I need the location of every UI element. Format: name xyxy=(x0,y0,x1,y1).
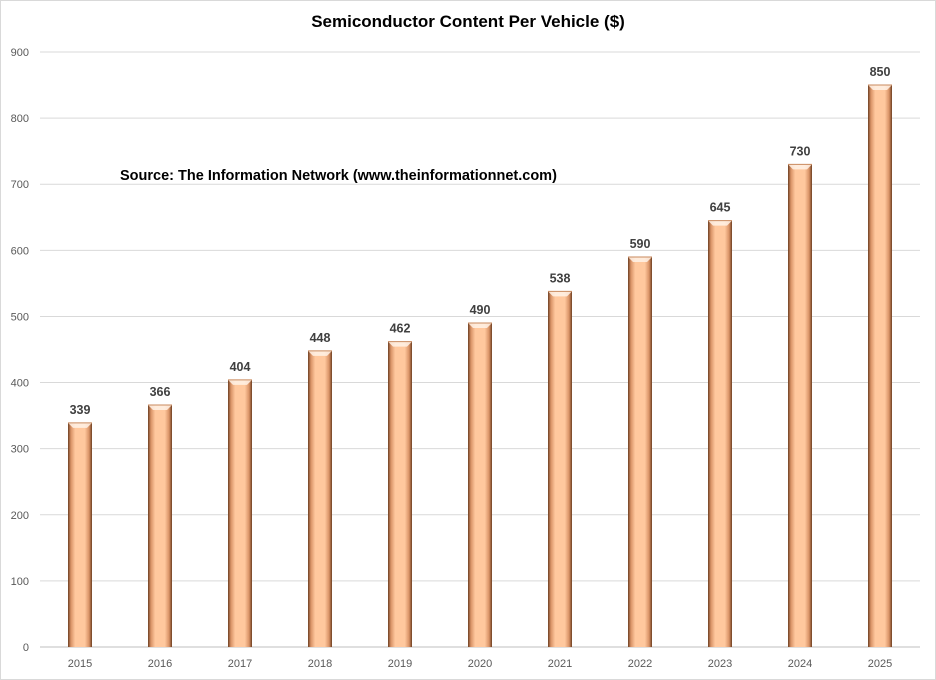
data-label: 850 xyxy=(870,65,891,79)
bar-cap xyxy=(308,350,332,356)
y-tick-label: 600 xyxy=(11,245,29,257)
y-tick-label: 700 xyxy=(11,179,29,191)
data-label: 538 xyxy=(550,271,571,285)
bar-cap xyxy=(228,379,252,385)
bar-2015 xyxy=(68,422,92,647)
bar xyxy=(228,379,252,647)
bar xyxy=(548,291,572,647)
bar-cap xyxy=(788,164,812,170)
x-tick-label: 2016 xyxy=(148,658,172,670)
bar-2022 xyxy=(628,256,652,647)
data-label: 404 xyxy=(230,360,251,374)
y-tick-label: 500 xyxy=(11,311,29,323)
bar-2017 xyxy=(228,379,252,647)
data-label: 462 xyxy=(390,322,411,336)
x-tick-label: 2022 xyxy=(628,658,652,670)
y-tick-label: 800 xyxy=(11,113,29,125)
bar-2020 xyxy=(468,322,492,647)
bar-cap xyxy=(388,341,412,347)
data-label: 339 xyxy=(70,403,91,417)
bar xyxy=(468,323,492,647)
bar xyxy=(148,405,172,647)
x-tick-label: 2025 xyxy=(868,658,892,670)
x-tick-label: 2023 xyxy=(708,658,732,670)
y-tick-label: 400 xyxy=(11,378,29,390)
data-label: 490 xyxy=(470,303,491,317)
labels: 0 100 200 300 400 500 600 700 800 900 339 2015 366 20… xyxy=(11,47,893,670)
bar xyxy=(868,85,892,648)
x-tick-label: 2015 xyxy=(68,658,92,670)
chart-title: Semiconductor Content Per Vehicle ($) xyxy=(311,12,625,31)
bars xyxy=(68,84,892,648)
y-tick-label: 100 xyxy=(11,576,29,588)
y-tick-label: 300 xyxy=(11,444,29,456)
y-tick-label: 200 xyxy=(11,510,29,522)
bar-cap xyxy=(468,323,492,329)
x-tick-label: 2024 xyxy=(788,658,812,670)
bar-cap xyxy=(148,405,172,411)
bar-cap xyxy=(708,220,732,226)
data-label: 590 xyxy=(630,237,651,251)
bar xyxy=(788,164,812,647)
bar-2016 xyxy=(148,404,172,647)
bar xyxy=(308,350,332,647)
bar-2019 xyxy=(388,341,412,647)
bar-2023 xyxy=(708,220,732,648)
bar xyxy=(68,422,92,647)
bar-2025 xyxy=(868,84,892,648)
bar xyxy=(388,341,412,647)
x-tick-label: 2021 xyxy=(548,658,572,670)
data-label: 366 xyxy=(150,385,171,399)
data-label: 448 xyxy=(310,331,331,345)
data-label: 645 xyxy=(710,201,731,215)
source-annotation: Source: The Information Network (www.the… xyxy=(120,168,557,184)
bar-cap xyxy=(548,291,572,297)
y-tick-label: 0 xyxy=(23,642,29,654)
x-tick-label: 2020 xyxy=(468,658,492,670)
data-label: 730 xyxy=(790,144,811,158)
bar-2024 xyxy=(788,163,812,647)
bar xyxy=(708,220,732,648)
bar-cap xyxy=(68,422,92,428)
x-tick-label: 2017 xyxy=(228,658,252,670)
bar-2018 xyxy=(308,350,332,647)
x-tick-label: 2019 xyxy=(388,658,412,670)
y-tick-label: 900 xyxy=(11,47,29,59)
bar-2021 xyxy=(548,290,572,647)
x-tick-label: 2018 xyxy=(308,658,332,670)
bar-cap xyxy=(868,85,892,91)
bar xyxy=(628,256,652,647)
bar-cap xyxy=(628,256,652,262)
